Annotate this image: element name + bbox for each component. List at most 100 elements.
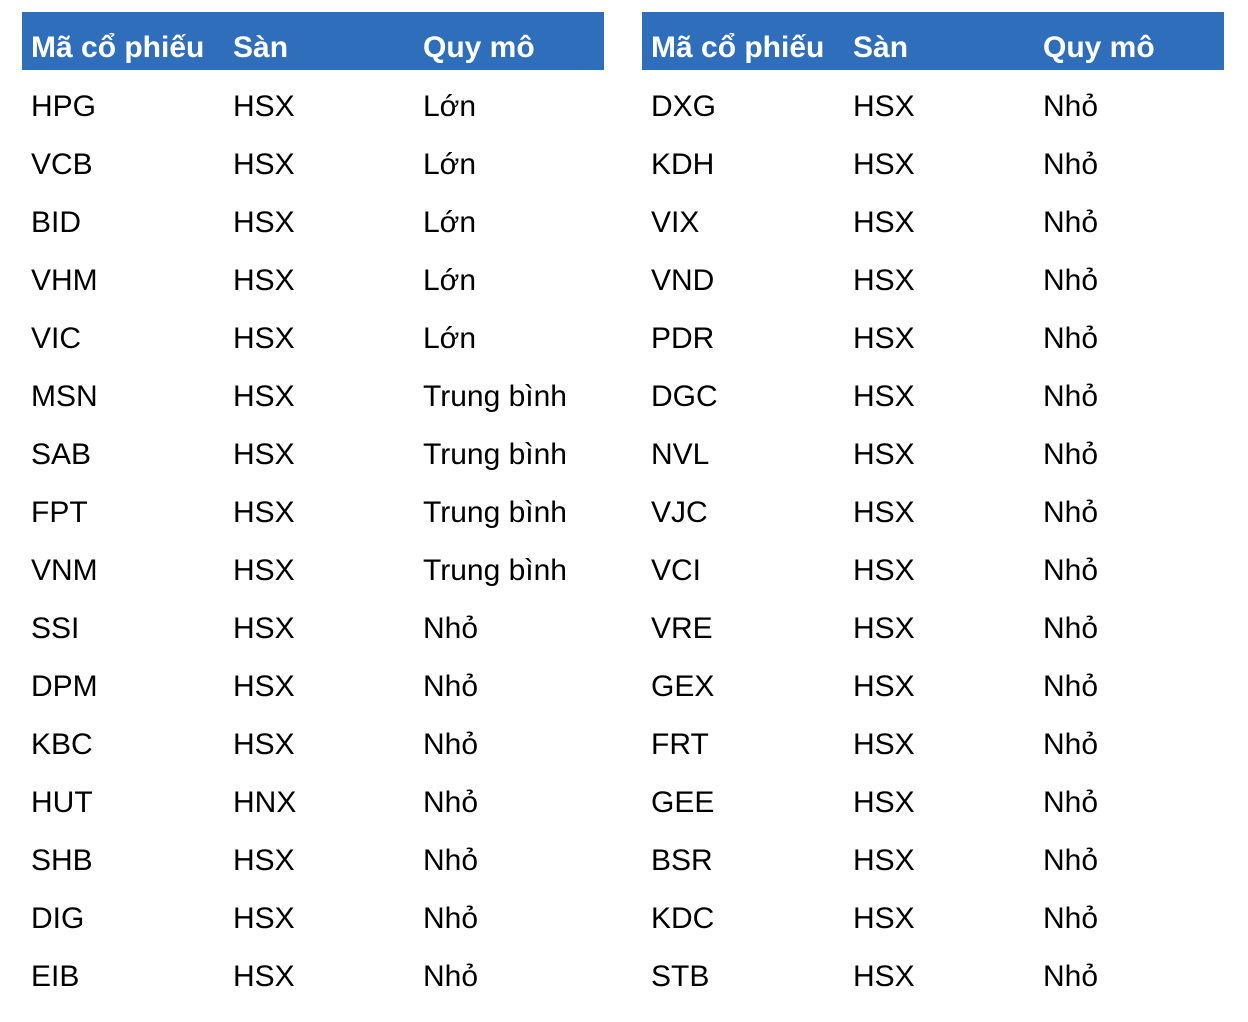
cell-size: Nhỏ <box>423 844 479 877</box>
cell-size: Nhỏ <box>1043 264 1099 297</box>
cell-exchange: HNX <box>233 786 297 819</box>
header-exchange: Sàn <box>853 31 909 64</box>
cell-ticker: VIC <box>31 322 82 355</box>
cell-ticker: VCB <box>31 148 93 181</box>
table-header: Mã cổ phiếu Sàn Quy mô <box>22 12 604 70</box>
cell-exchange: HSX <box>233 322 295 355</box>
cell-ticker: KBC <box>31 728 93 761</box>
cell-size: Nhỏ <box>1043 844 1099 877</box>
cell-exchange: HSX <box>853 612 915 645</box>
cell-exchange: HSX <box>233 960 295 993</box>
stock-table-left: Mã cổ phiếu Sàn Quy mô HPG HSX Lớn VCB HSX Lớn BI… <box>22 12 604 998</box>
cell-exchange: HSX <box>853 786 915 819</box>
cell-size: Nhỏ <box>1043 380 1099 413</box>
cell-exchange: HSX <box>853 322 915 355</box>
cell-exchange: HSX <box>853 438 915 471</box>
cell-ticker: VCI <box>651 554 702 587</box>
table-row: DGC HSX Nhỏ <box>642 360 1224 418</box>
cell-ticker: SSI <box>31 612 80 645</box>
cell-ticker: KDC <box>651 902 715 935</box>
cell-ticker: BID <box>31 206 82 239</box>
cell-exchange: HSX <box>233 264 295 297</box>
table-row: DIG HSX Nhỏ <box>22 882 604 940</box>
cell-ticker: DPM <box>31 670 98 703</box>
cell-size: Nhỏ <box>423 612 479 645</box>
cell-ticker: VRE <box>651 612 713 645</box>
cell-ticker: EIB <box>31 960 80 993</box>
table-row: GEX HSX Nhỏ <box>642 650 1224 708</box>
cell-ticker: SHB <box>31 844 93 877</box>
table-row: BID HSX Lớn <box>22 186 604 244</box>
cell-size: Trung bình <box>423 496 567 529</box>
table-row: VCB HSX Lớn <box>22 128 604 186</box>
cell-ticker: VND <box>651 264 715 297</box>
cell-size: Nhỏ <box>423 786 479 819</box>
cell-size: Nhỏ <box>1043 496 1099 529</box>
cell-exchange: HSX <box>233 728 295 761</box>
cell-size: Lớn <box>423 90 477 123</box>
cell-size: Nhỏ <box>423 728 479 761</box>
cell-size: Nhỏ <box>1043 612 1099 645</box>
cell-size: Nhỏ <box>423 902 479 935</box>
cell-exchange: HSX <box>233 438 295 471</box>
table-row: VND HSX Nhỏ <box>642 244 1224 302</box>
cell-ticker: DGC <box>651 380 718 413</box>
table-row: VJC HSX Nhỏ <box>642 476 1224 534</box>
cell-exchange: HSX <box>853 148 915 181</box>
cell-size: Lớn <box>423 206 477 239</box>
table-row: VIX HSX Nhỏ <box>642 186 1224 244</box>
cell-exchange: HSX <box>233 148 295 181</box>
cell-exchange: HSX <box>853 496 915 529</box>
table-row: VIC HSX Lớn <box>22 302 604 360</box>
cell-size: Nhỏ <box>1043 786 1099 819</box>
table-row: HUT HNX Nhỏ <box>22 766 604 824</box>
cell-exchange: HSX <box>233 612 295 645</box>
cell-exchange: HSX <box>853 554 915 587</box>
table-row: DPM HSX Nhỏ <box>22 650 604 708</box>
table-row: KBC HSX Nhỏ <box>22 708 604 766</box>
cell-size: Nhỏ <box>423 960 479 993</box>
cell-size: Trung bình <box>423 554 567 587</box>
cell-ticker: HUT <box>31 786 93 819</box>
cell-size: Trung bình <box>423 380 567 413</box>
cell-exchange: HSX <box>853 264 915 297</box>
table-row: VRE HSX Nhỏ <box>642 592 1224 650</box>
cell-size: Nhỏ <box>1043 438 1099 471</box>
table-row: SHB HSX Nhỏ <box>22 824 604 882</box>
cell-exchange: HSX <box>853 380 915 413</box>
cell-exchange: HSX <box>233 902 295 935</box>
cell-ticker: STB <box>651 960 710 993</box>
header-size: Quy mô <box>1043 31 1155 64</box>
cell-ticker: FPT <box>31 496 88 529</box>
cell-ticker: GEX <box>651 670 715 703</box>
cell-exchange: HSX <box>853 206 915 239</box>
cell-size: Nhỏ <box>1043 206 1099 239</box>
header-ticker: Mã cổ phiếu <box>31 31 205 64</box>
cell-size: Nhỏ <box>423 670 479 703</box>
table-row: SAB HSX Trung bình <box>22 418 604 476</box>
table-row: HPG HSX Lớn <box>22 70 604 128</box>
table-row: PDR HSX Nhỏ <box>642 302 1224 360</box>
table-row: FRT HSX Nhỏ <box>642 708 1224 766</box>
cell-size: Nhỏ <box>1043 322 1099 355</box>
table-row: NVL HSX Nhỏ <box>642 418 1224 476</box>
cell-ticker: DIG <box>31 902 85 935</box>
cell-ticker: VJC <box>651 496 708 529</box>
table-row: FPT HSX Trung bình <box>22 476 604 534</box>
cell-ticker: FRT <box>651 728 709 761</box>
table-row: STB HSX Nhỏ <box>642 940 1224 998</box>
cell-ticker: VIX <box>651 206 700 239</box>
table-header: Mã cổ phiếu Sàn Quy mô <box>642 12 1224 70</box>
cell-ticker: MSN <box>31 380 98 413</box>
cell-exchange: HSX <box>853 844 915 877</box>
cell-exchange: HSX <box>233 380 295 413</box>
cell-exchange: HSX <box>853 728 915 761</box>
table-row: GEE HSX Nhỏ <box>642 766 1224 824</box>
cell-ticker: SAB <box>31 438 92 471</box>
cell-exchange: HSX <box>233 496 295 529</box>
cell-exchange: HSX <box>853 902 915 935</box>
header-exchange: Sàn <box>233 31 289 64</box>
cell-size: Lớn <box>423 148 477 181</box>
cell-exchange: HSX <box>233 844 295 877</box>
cell-size: Nhỏ <box>1043 960 1099 993</box>
